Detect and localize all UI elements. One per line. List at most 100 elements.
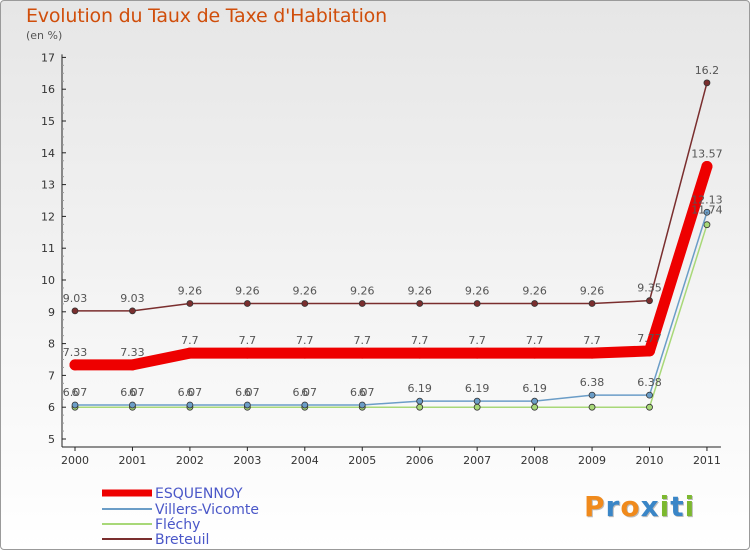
y-tick-label: 15 [41, 115, 55, 128]
y-tick-label: 5 [48, 433, 55, 446]
data-label-breteuil: 9.26 [235, 285, 260, 298]
data-label-villers-vicomte: 6.19 [407, 382, 432, 395]
y-tick-label: 9 [48, 306, 55, 319]
data-point-esquennoy [644, 345, 655, 357]
data-point-breteuil [416, 300, 424, 307]
y-tick-label: 13 [41, 179, 55, 192]
data-label-breteuil: 9.26 [293, 285, 318, 298]
data-label-breteuil: 16.2 [695, 64, 720, 77]
data-label-villers-vicomte: 6.07 [178, 386, 203, 399]
data-label-breteuil: 9.26 [580, 285, 605, 298]
data-point-fl-chy [703, 221, 711, 229]
y-tick-label: 7 [48, 369, 55, 382]
data-label-breteuil: 9.26 [522, 285, 547, 298]
logo-letter: r [605, 490, 621, 523]
legend-label-fl-chy: Fléchy [155, 517, 200, 533]
data-label-esquennoy: 7.7 [354, 334, 372, 347]
y-tick-label: 6 [48, 401, 55, 414]
data-point-esquennoy [701, 160, 713, 172]
data-label-villers-vicomte: 6.07 [350, 386, 375, 399]
x-tick-label: 2005 [348, 454, 376, 467]
y-tick-label: 16 [41, 83, 55, 96]
data-point-villers-vicomte [301, 401, 309, 409]
legend-label-esquennoy: ESQUENNOY [155, 486, 243, 502]
data-label-villers-vicomte: 6.07 [120, 386, 145, 399]
data-point-breteuil [358, 300, 366, 307]
data-label-esquennoy: 7.7 [296, 334, 314, 347]
data-point-esquennoy [529, 347, 541, 359]
data-label-esquennoy: 7.7 [239, 334, 257, 347]
data-label-esquennoy: 13.57 [691, 147, 723, 160]
data-point-villers-vicomte [473, 397, 481, 405]
data-label-esquennoy: 7.7 [181, 334, 199, 347]
data-label-fl-chy: 6 [186, 386, 193, 399]
y-tick-label: 11 [41, 242, 55, 255]
legend-label-villers-vicomte: Villers-Vicomte [155, 502, 259, 518]
y-tick-label: 8 [48, 338, 55, 351]
data-point-breteuil [703, 79, 711, 87]
chart-axes: 5 6 7 8 9 10 11 12 13 14 15 16 17 2000 2001 2002 2003 200… [41, 51, 721, 467]
logo-letter: P [584, 490, 606, 523]
data-point-fl-chy [531, 403, 538, 411]
chart-unit: (en %) [26, 29, 63, 42]
data-label-breteuil: 9.35 [637, 282, 662, 295]
x-tick-label: 2007 [463, 454, 491, 467]
series-line-villers-vicomte [74, 211, 708, 406]
data-point-esquennoy [356, 347, 368, 359]
data-point-fl-chy [416, 403, 424, 411]
series-layer [69, 79, 713, 411]
data-point-breteuil [646, 297, 653, 305]
x-tick-label: 2009 [578, 454, 606, 467]
data-label-villers-vicomte: 6.38 [637, 376, 662, 389]
data-label-breteuil: 9.03 [63, 292, 88, 305]
data-point-esquennoy [184, 347, 196, 359]
logo-letter: i [659, 490, 671, 523]
data-point-villers-vicomte [358, 401, 366, 409]
data-label-esquennoy: 7.7 [526, 334, 544, 347]
data-point-villers-vicomte [646, 391, 653, 399]
data-label-villers-vicomte: 6.07 [235, 386, 260, 399]
data-point-villers-vicomte [416, 397, 424, 405]
series-line-fl-chy [74, 223, 708, 408]
y-tick-label: 14 [41, 147, 55, 160]
data-label-villers-vicomte: 6.38 [580, 376, 605, 389]
data-label-esquennoy: 7.7 [583, 334, 601, 347]
data-label-breteuil: 9.26 [350, 285, 375, 298]
data-point-breteuil [71, 307, 79, 315]
logo-letter: i [684, 490, 696, 523]
data-label-breteuil: 9.26 [178, 285, 203, 298]
data-point-breteuil [473, 300, 481, 307]
x-tick-label: 2006 [406, 454, 434, 467]
data-label-esquennoy: 7.7 [468, 334, 486, 347]
data-label-breteuil: 9.03 [120, 292, 145, 305]
data-label-fl-chy: 6 [301, 386, 308, 399]
proxiti-logo: Proxiti [584, 490, 695, 523]
data-point-esquennoy [241, 347, 253, 359]
data-point-esquennoy [586, 347, 598, 359]
data-point-fl-chy [646, 403, 653, 411]
x-tick-label: 2004 [291, 454, 319, 467]
x-tick-label: 2000 [61, 454, 89, 467]
data-label-esquennoy: 7.33 [63, 346, 88, 359]
data-label-esquennoy: 7.7 [411, 334, 429, 347]
chart-title: Evolution du Taux de Taxe d'Habitation [26, 5, 387, 27]
y-tick-label: 17 [41, 51, 55, 64]
data-label-fl-chy: 6 [359, 386, 366, 399]
data-label-breteuil: 9.26 [407, 285, 432, 298]
data-label-fl-chy: 11.74 [691, 204, 723, 217]
x-tick-label: 2011 [693, 454, 721, 467]
data-point-breteuil [301, 300, 309, 307]
series-line-esquennoy [69, 160, 713, 371]
data-labels-layer: 7.33 7.33 7.7 7.7 7.7 7.7 7.7 7.7 7.7 7.7 7.77 13.5… [63, 64, 723, 399]
y-tick-label: 12 [41, 210, 55, 223]
data-point-breteuil [531, 300, 538, 307]
data-label-villers-vicomte: 6.07 [63, 386, 88, 399]
data-point-fl-chy [473, 403, 481, 411]
data-point-breteuil [243, 300, 251, 307]
data-point-esquennoy [299, 347, 311, 359]
x-tick-label: 2010 [636, 454, 664, 467]
data-point-villers-vicomte [243, 401, 251, 409]
x-tick-label: 2008 [521, 454, 549, 467]
